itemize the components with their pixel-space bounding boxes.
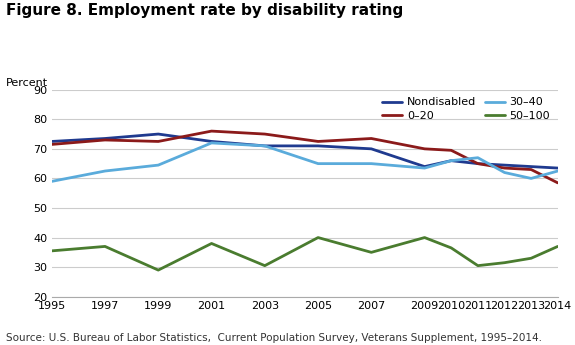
Text: Percent: Percent xyxy=(6,78,48,88)
Text: Source: U.S. Bureau of Labor Statistics,  Current Population Survey, Veterans Su: Source: U.S. Bureau of Labor Statistics,… xyxy=(6,333,542,343)
Text: Figure 8. Employment rate by disability rating: Figure 8. Employment rate by disability … xyxy=(6,3,403,18)
Legend: Nondisabled, 0–20, 30–40, 50–100: Nondisabled, 0–20, 30–40, 50–100 xyxy=(380,95,552,123)
